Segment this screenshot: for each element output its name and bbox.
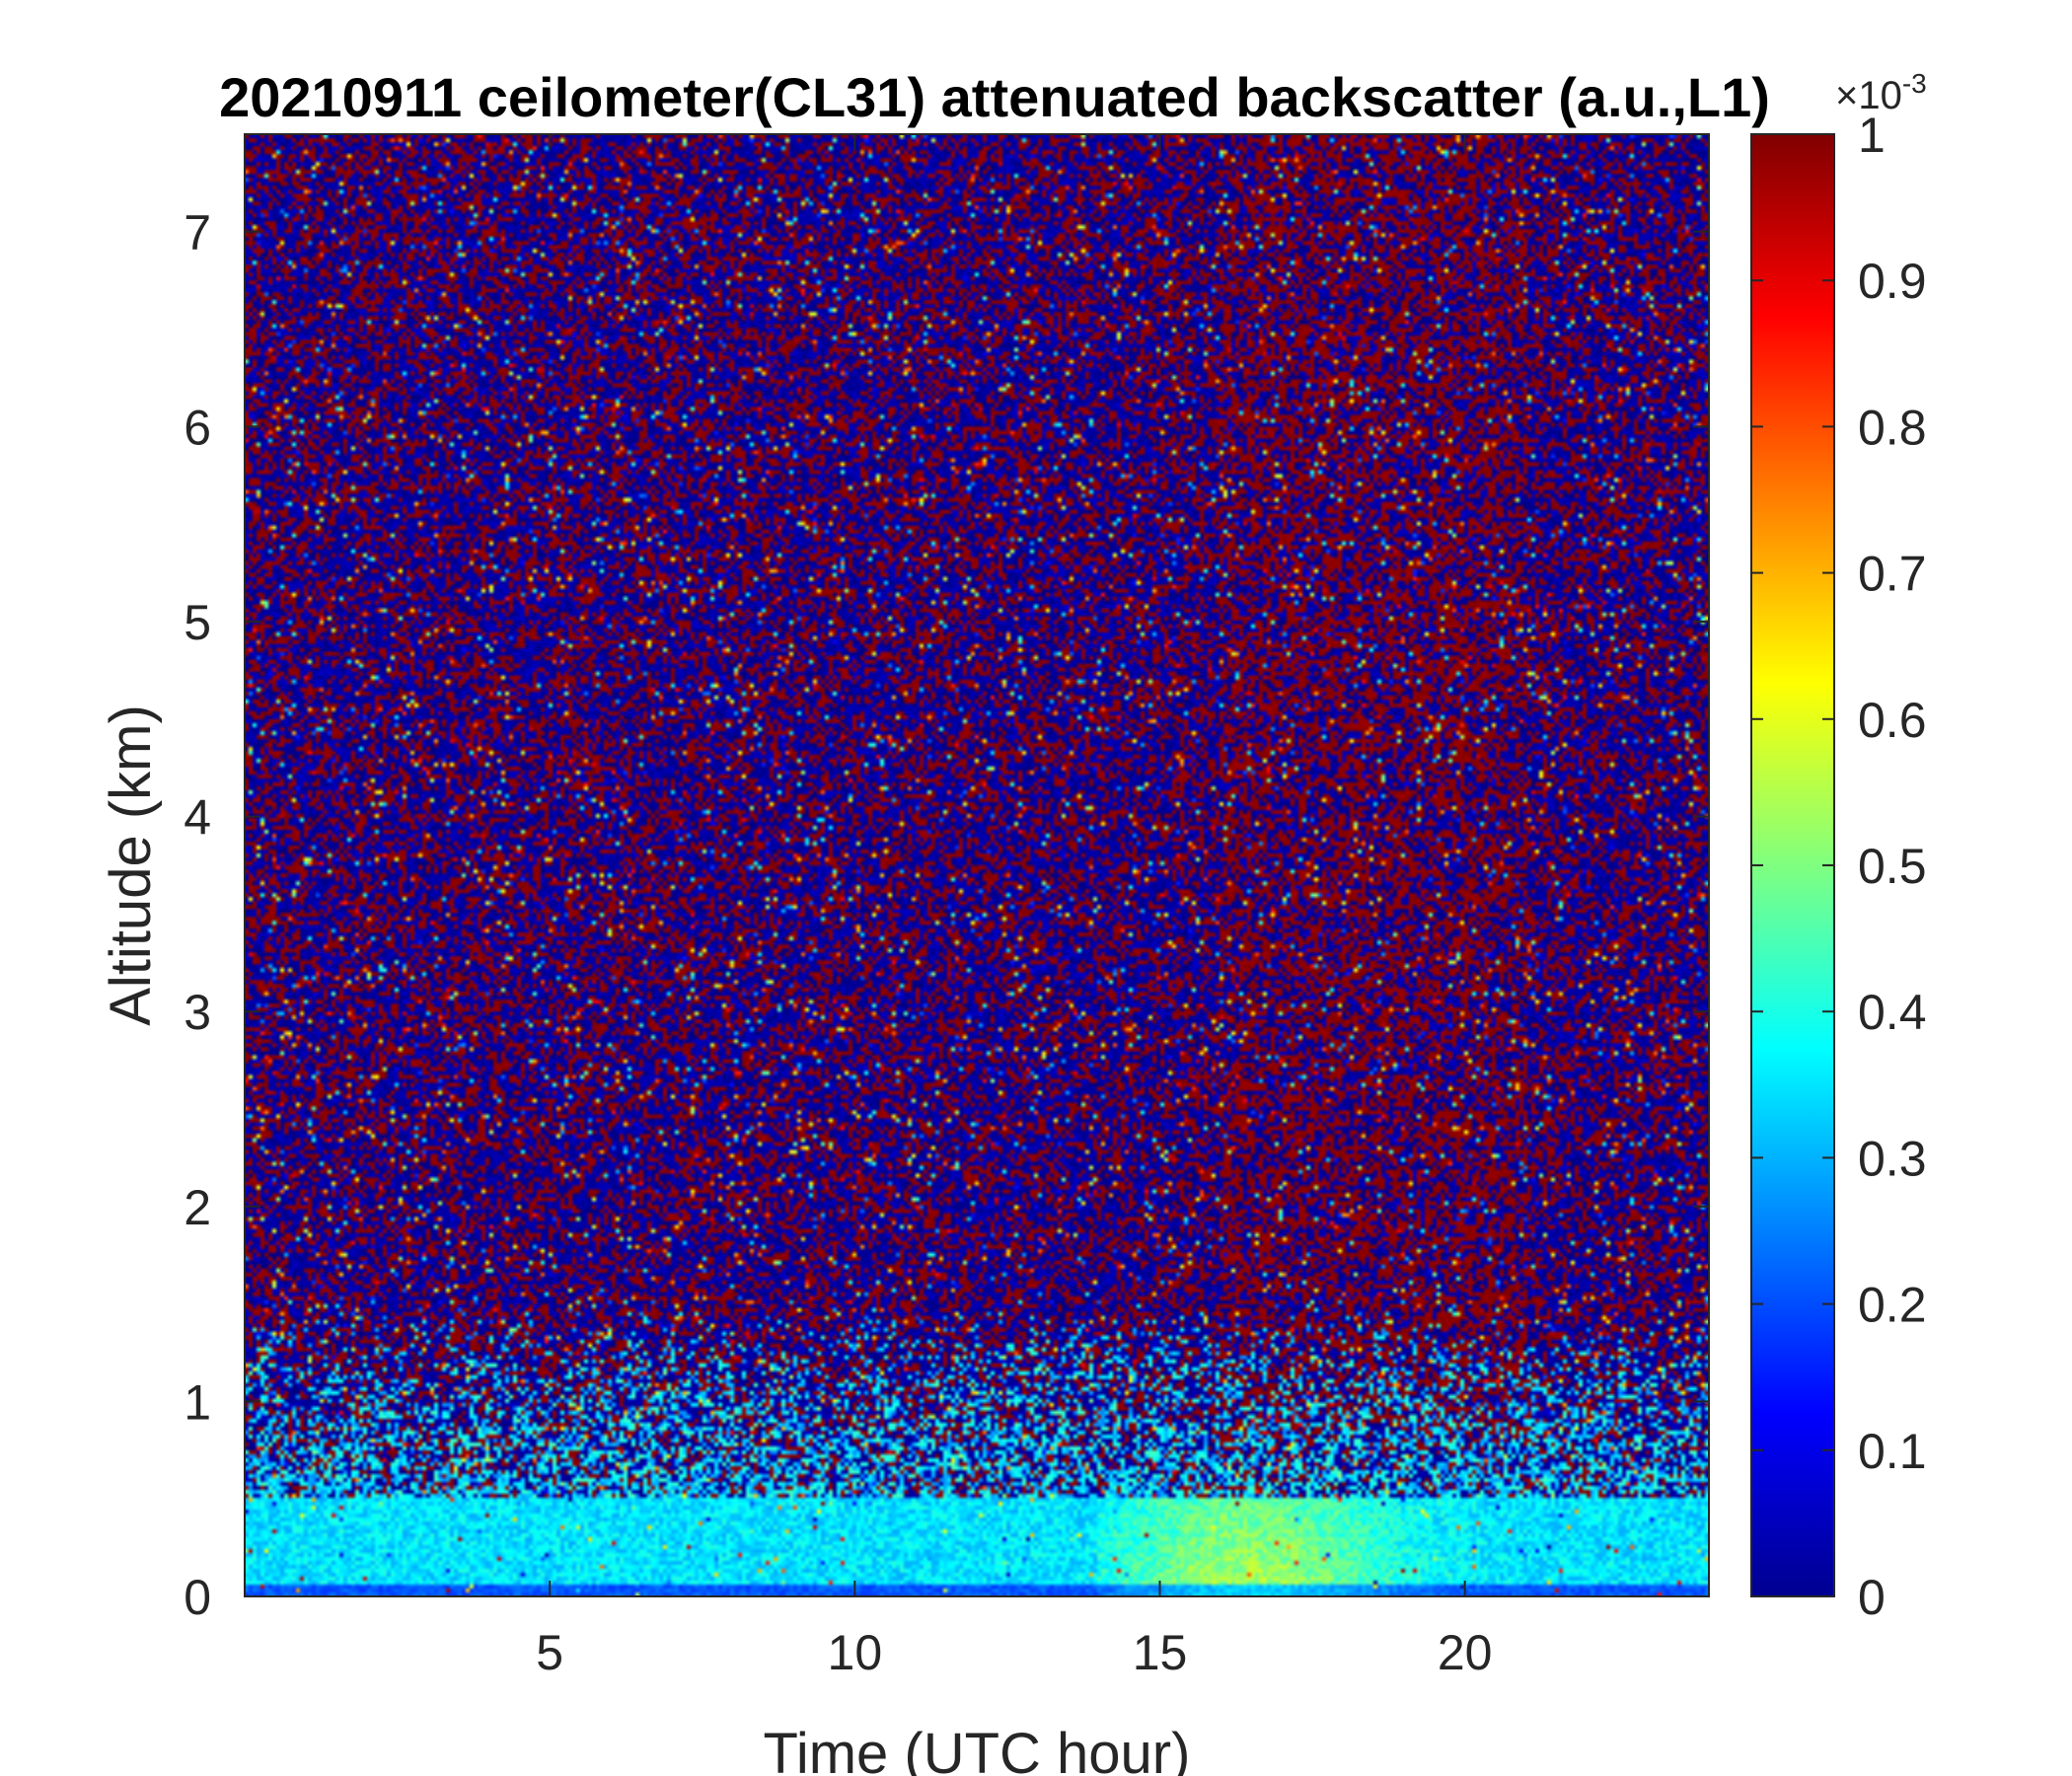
plot-frame [244,133,1710,1597]
colorbar-tick-label: 0.1 [1858,1424,1927,1479]
y-tick-label: 4 [184,790,211,846]
colorbar-tick-label: 0 [1858,1570,1886,1625]
y-tick-label: 5 [184,595,211,650]
colorbar-tick-label: 0.2 [1858,1278,1927,1333]
y-axis-label: Altitude (km) [99,704,163,1026]
y-axis: 0 1 2 3 4 5 6 7 [184,205,1709,1625]
colorbar-exponent-power: -3 [1902,68,1927,99]
colorbar-tick-label: 0.9 [1858,254,1927,309]
x-axis: 5 10 15 20 [536,134,1492,1680]
x-axis-label: Time (UTC hour) [764,1722,1191,1776]
colorbar-ticks: 0 0.1 0.2 0.3 0.4 0.5 0.6 0.7 0.8 0.9 1 [1751,108,1927,1625]
y-tick-label: 7 [184,205,211,260]
colorbar-tick-label: 0.3 [1858,1131,1927,1186]
y-tick-label: 1 [184,1374,211,1430]
y-tick-label: 0 [184,1570,211,1625]
chart-title: 20210911 ceilometer(CL31) attenuated bac… [219,66,1770,128]
colorbar-tick-label: 0.7 [1858,547,1927,602]
x-tick-label: 5 [536,1625,563,1680]
colorbar-tick-label: 0.8 [1858,400,1927,455]
colorbar-tick-label: 0.6 [1858,693,1927,748]
x-tick-label: 20 [1438,1625,1493,1680]
colorbar-tick-label: 1 [1858,108,1886,163]
y-tick-label: 3 [184,985,211,1040]
colorbar-gradient [1750,133,1835,1597]
colorbar-tick-label: 0.5 [1858,839,1927,894]
backscatter-heatmap [245,134,1709,1596]
colorbar-exponent: ×10-3 [1835,68,1927,117]
colorbar-tick-label: 0.4 [1858,985,1927,1040]
colorbar: 0 0.1 0.2 0.3 0.4 0.5 0.6 0.7 0.8 0.9 1 ×10-3 [1750,68,1927,1625]
y-tick-label: 6 [184,400,211,455]
y-tick-label: 2 [184,1180,211,1235]
x-tick-label: 15 [1133,1625,1188,1680]
colorbar-exponent-base: ×10 [1835,74,1902,117]
plot-area [244,133,1710,1597]
x-tick-label: 10 [828,1625,883,1680]
